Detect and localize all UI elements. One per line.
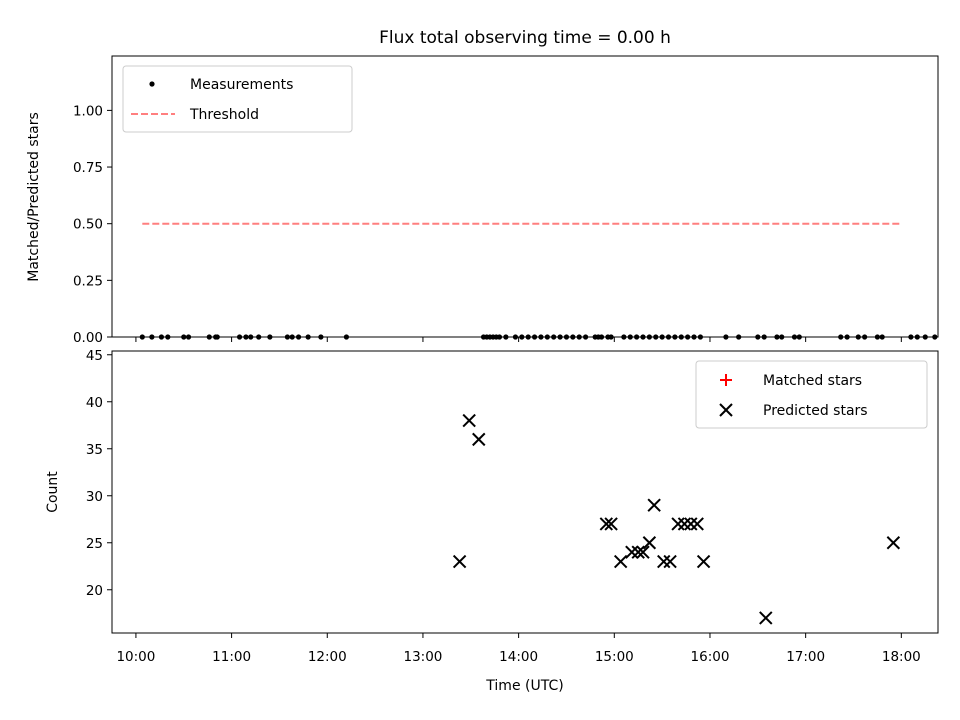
x-tick-label: 11:00 (212, 649, 251, 665)
predicted-star-point (677, 517, 692, 531)
predicted-star-point (663, 554, 677, 569)
legend-predicted-marker (719, 403, 733, 417)
predicted-star-point (462, 413, 476, 428)
y-tick-label: 25 (86, 536, 103, 552)
legend-matched-marker (720, 374, 732, 386)
top-axes-frame (111, 55, 939, 338)
predicted-star-point (599, 517, 614, 531)
predicted-star-point (472, 432, 486, 447)
y-tick-label: 30 (86, 489, 103, 505)
predicted-star-point (696, 554, 711, 569)
predicted-star-point (642, 536, 657, 550)
x-tick-label: 16:00 (691, 649, 730, 665)
bottom-axes-frame (111, 350, 939, 634)
predicted-star-point (625, 545, 639, 559)
y-tick-label: 0.25 (73, 273, 103, 289)
predicted-star-point (604, 517, 618, 531)
x-tick-label: 15:00 (595, 649, 634, 665)
top-x-ticks (135, 337, 902, 342)
legend-measurements-label: Measurements (190, 77, 293, 93)
bottom-legend-box (695, 360, 928, 429)
bottom-legend: Matched stars Predicted stars (695, 360, 928, 429)
predicted-star-point (613, 554, 628, 569)
bottom-plot-area (452, 413, 901, 625)
predicted-star-point (631, 545, 645, 559)
predicted-star-point (690, 517, 704, 531)
top-y-axis-label: Matched/Predicted stars (26, 112, 42, 282)
bottom-y-axis-label: Count (45, 471, 61, 513)
x-tick-label: 14:00 (499, 649, 538, 665)
y-tick-label: 0.75 (73, 160, 103, 176)
x-tick-label: 12:00 (308, 649, 347, 665)
x-tick-label: 18:00 (882, 649, 921, 665)
predicted-star-point (759, 611, 773, 625)
x-tick-label: 17:00 (786, 649, 825, 665)
top-chart-title: Flux total observing time = 0.00 h (379, 28, 671, 48)
predicted-star-point (671, 517, 685, 531)
y-tick-label: 40 (86, 395, 103, 411)
bottom-y-ticks: 20 25 30 35 40 45 (86, 348, 112, 599)
top-y-ticks: 0.00 0.25 0.50 0.75 1.00 (73, 103, 112, 346)
predicted-star-point (657, 554, 671, 569)
predicted-star-point (684, 517, 698, 531)
y-tick-label: 20 (86, 583, 103, 599)
legend-predicted-label: Predicted stars (763, 403, 868, 419)
bottom-x-ticks: 10:00 11:00 12:00 13:00 14:00 15:00 16:00 17:00… (116, 633, 921, 665)
legend-measurements-marker (149, 81, 155, 87)
predicted-star-point (636, 545, 650, 559)
y-tick-label: 0.50 (73, 217, 103, 233)
top-legend: Measurements Threshold (122, 65, 353, 133)
y-tick-label: 35 (86, 442, 103, 458)
bottom-x-axis-label: Time (UTC) (485, 678, 563, 694)
x-tick-label: 10:00 (116, 649, 155, 665)
predicted-star-point (886, 536, 901, 550)
legend-matched-label: Matched stars (763, 373, 862, 389)
y-tick-label: 1.00 (73, 103, 103, 119)
predicted-star-point (647, 498, 661, 512)
x-tick-label: 13:00 (403, 649, 442, 665)
y-tick-label: 45 (86, 348, 103, 364)
legend-threshold-label: Threshold (189, 107, 259, 123)
predicted-star-point (452, 554, 467, 569)
y-tick-label: 0.00 (73, 330, 103, 346)
top-legend-box (122, 65, 353, 133)
